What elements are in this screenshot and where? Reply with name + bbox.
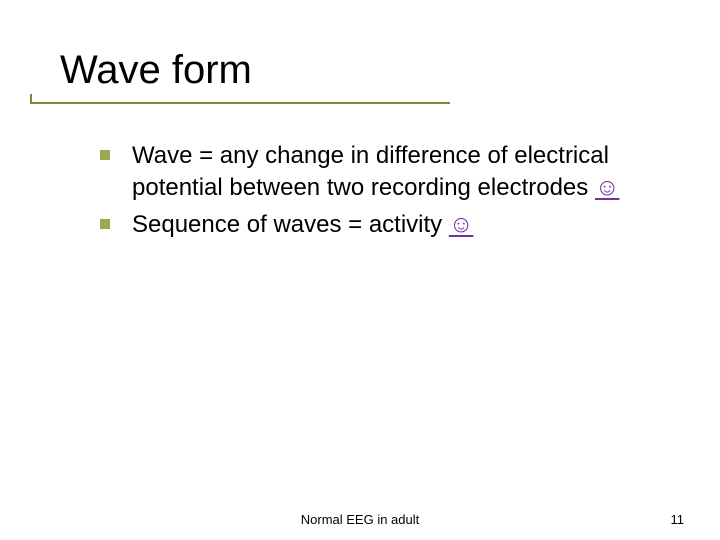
page-number: 11 [671,512,685,527]
bullet-item: Wave = any change in difference of elect… [100,140,660,205]
square-bullet-icon [100,219,110,229]
title-underline [30,102,450,104]
slide: Wave form Wave = any change in differenc… [0,0,720,540]
smiley-icon: ☺ [449,211,474,238]
slide-title: Wave form [60,48,252,93]
square-bullet-icon [100,150,110,160]
smiley-link[interactable]: ☺ [449,211,474,238]
bullet-item: Sequence of waves = activity ☺ [100,209,660,241]
footer-center-text: Normal EEG in adult [301,512,420,527]
slide-body: Wave = any change in difference of elect… [100,140,660,245]
smiley-link[interactable]: ☺ [595,174,620,201]
bullet-text: Wave = any change in difference of elect… [132,142,609,201]
bullet-text: Sequence of waves = activity [132,211,449,238]
title-wrap: Wave form [60,48,252,93]
smiley-icon: ☺ [595,174,620,201]
